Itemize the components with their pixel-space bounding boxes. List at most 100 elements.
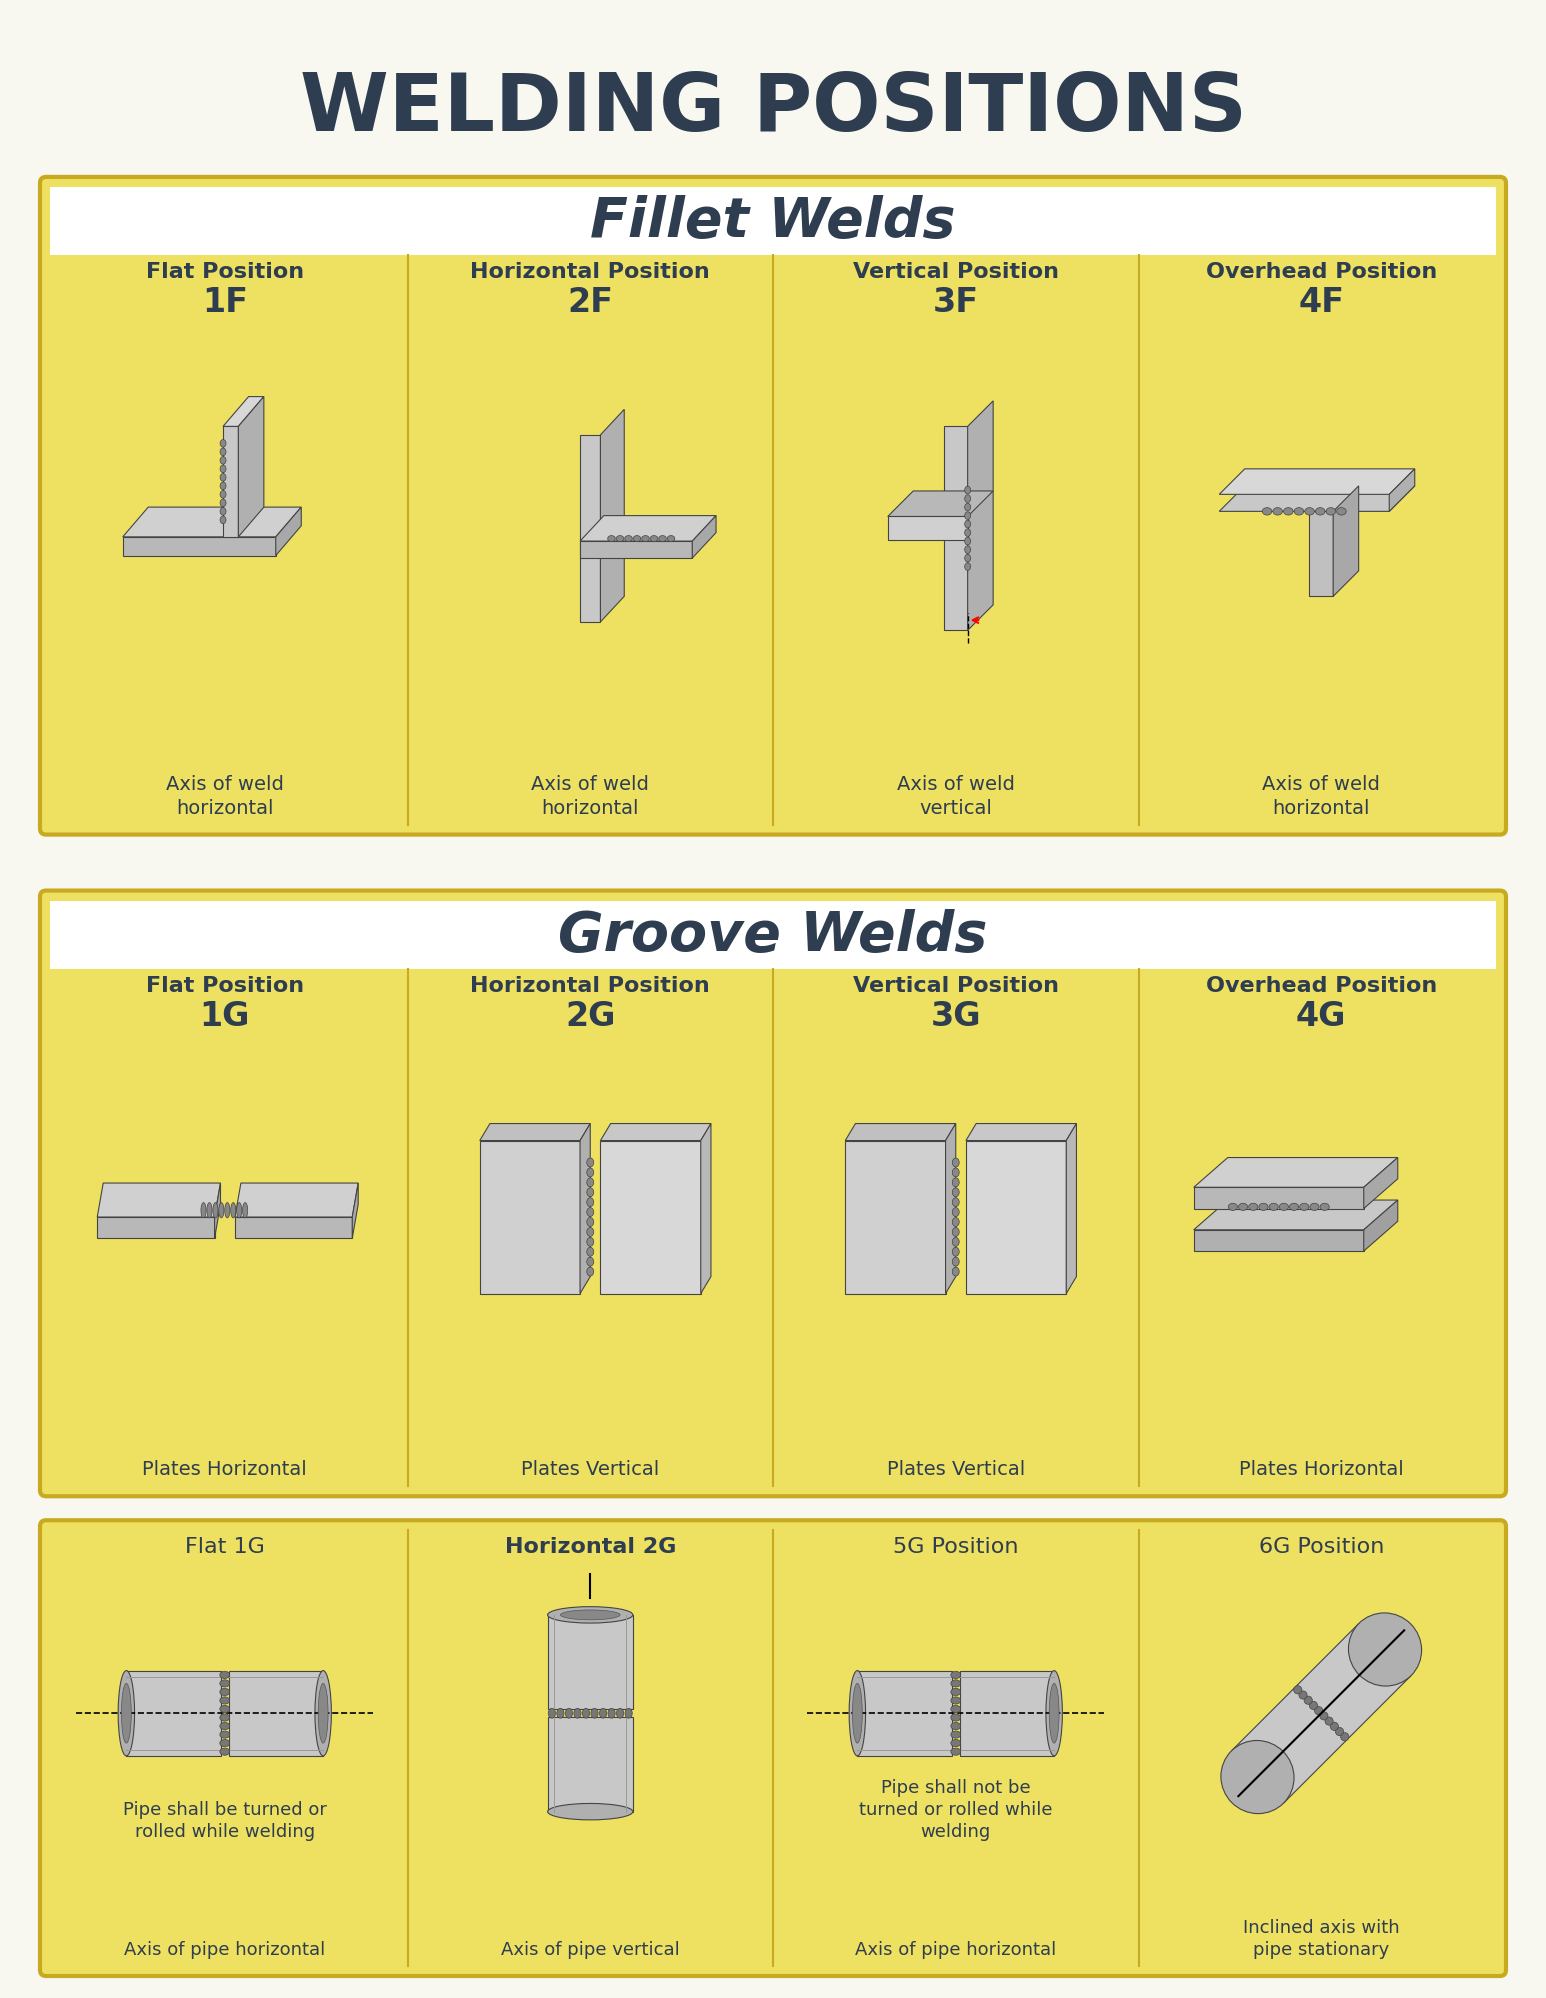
Ellipse shape <box>220 1706 230 1712</box>
Ellipse shape <box>1047 1670 1062 1756</box>
Ellipse shape <box>1269 1203 1279 1211</box>
Ellipse shape <box>220 517 226 523</box>
Ellipse shape <box>965 547 971 553</box>
Ellipse shape <box>220 1688 230 1696</box>
Polygon shape <box>945 428 968 631</box>
Ellipse shape <box>952 1189 959 1197</box>
Text: Plates Vertical: Plates Vertical <box>886 1459 1025 1479</box>
Ellipse shape <box>617 535 625 541</box>
Ellipse shape <box>547 1606 632 1622</box>
Polygon shape <box>127 1670 221 1756</box>
Polygon shape <box>580 436 600 623</box>
Ellipse shape <box>1249 1203 1258 1211</box>
Ellipse shape <box>965 496 971 503</box>
Ellipse shape <box>1305 1696 1313 1704</box>
Polygon shape <box>479 1141 580 1295</box>
Ellipse shape <box>213 1203 218 1219</box>
Ellipse shape <box>1294 507 1303 515</box>
Ellipse shape <box>952 1209 959 1217</box>
Ellipse shape <box>557 1708 564 1718</box>
Ellipse shape <box>625 535 632 541</box>
Text: 3G: 3G <box>931 999 982 1033</box>
Text: Axis of pipe horizontal: Axis of pipe horizontal <box>124 1940 325 1958</box>
Ellipse shape <box>951 1688 960 1696</box>
Ellipse shape <box>1238 1203 1248 1211</box>
Ellipse shape <box>951 1730 960 1738</box>
Ellipse shape <box>952 1219 959 1227</box>
Polygon shape <box>700 1125 711 1295</box>
Ellipse shape <box>220 474 226 482</box>
Polygon shape <box>966 1125 1076 1141</box>
Ellipse shape <box>224 1203 230 1219</box>
Text: Axis of weld
horizontal: Axis of weld horizontal <box>165 775 283 817</box>
FancyBboxPatch shape <box>40 891 1506 1497</box>
Polygon shape <box>580 1125 591 1295</box>
Polygon shape <box>1194 1159 1398 1187</box>
Text: 4G: 4G <box>1296 999 1347 1033</box>
Text: Plates Horizontal: Plates Horizontal <box>1238 1459 1404 1479</box>
Polygon shape <box>229 1670 323 1756</box>
Text: 6G Position: 6G Position <box>1258 1536 1384 1556</box>
Ellipse shape <box>659 535 666 541</box>
Text: 4F: 4F <box>1299 286 1345 320</box>
Ellipse shape <box>951 1706 960 1712</box>
Ellipse shape <box>952 1199 959 1207</box>
Ellipse shape <box>965 503 971 511</box>
Polygon shape <box>1333 488 1359 597</box>
Polygon shape <box>97 1183 221 1217</box>
Polygon shape <box>1309 511 1333 597</box>
Polygon shape <box>122 537 275 555</box>
Ellipse shape <box>315 1670 331 1756</box>
Polygon shape <box>693 515 716 559</box>
Polygon shape <box>238 398 264 537</box>
Ellipse shape <box>220 484 226 490</box>
Polygon shape <box>97 1217 215 1239</box>
Text: 2F: 2F <box>567 286 614 320</box>
Ellipse shape <box>1279 1203 1288 1211</box>
Ellipse shape <box>220 458 226 466</box>
Ellipse shape <box>587 1199 594 1207</box>
Ellipse shape <box>220 1748 230 1756</box>
Polygon shape <box>1220 470 1415 496</box>
Text: Vertical Position: Vertical Position <box>853 975 1059 995</box>
Ellipse shape <box>574 1708 581 1718</box>
Text: Pipe shall be turned or
rolled while welding: Pipe shall be turned or rolled while wel… <box>122 1800 326 1840</box>
Ellipse shape <box>220 1696 230 1704</box>
Bar <box>547 1718 632 1812</box>
Ellipse shape <box>642 535 649 541</box>
Ellipse shape <box>220 1680 230 1686</box>
Ellipse shape <box>220 507 226 515</box>
Polygon shape <box>1194 1187 1364 1209</box>
Ellipse shape <box>318 1684 328 1742</box>
Polygon shape <box>223 428 238 537</box>
Polygon shape <box>1364 1201 1398 1251</box>
Ellipse shape <box>952 1257 959 1267</box>
Ellipse shape <box>1330 1722 1339 1730</box>
Text: Axis of pipe horizontal: Axis of pipe horizontal <box>855 1940 1056 1958</box>
Ellipse shape <box>1050 1684 1059 1742</box>
Polygon shape <box>215 1183 221 1239</box>
Ellipse shape <box>600 1708 606 1718</box>
Polygon shape <box>1194 1201 1398 1231</box>
Text: 1G: 1G <box>199 999 250 1033</box>
Text: Vertical Position: Vertical Position <box>853 262 1059 282</box>
Ellipse shape <box>965 521 971 529</box>
Ellipse shape <box>952 1179 959 1187</box>
Ellipse shape <box>587 1159 594 1167</box>
Ellipse shape <box>1326 507 1336 515</box>
Ellipse shape <box>1340 1732 1348 1740</box>
Polygon shape <box>479 1125 591 1141</box>
FancyBboxPatch shape <box>40 1520 1506 1976</box>
Text: Flat 1G: Flat 1G <box>186 1536 264 1556</box>
Ellipse shape <box>1316 507 1325 515</box>
Bar <box>547 1614 632 1710</box>
Polygon shape <box>1067 1125 1076 1295</box>
Text: Flat Position: Flat Position <box>145 975 305 995</box>
Text: WELDING POSITIONS: WELDING POSITIONS <box>300 70 1246 148</box>
Ellipse shape <box>220 1203 224 1219</box>
Ellipse shape <box>952 1159 959 1167</box>
Ellipse shape <box>951 1672 960 1678</box>
Ellipse shape <box>583 1708 589 1718</box>
Polygon shape <box>858 1670 952 1756</box>
Polygon shape <box>966 1141 1067 1295</box>
